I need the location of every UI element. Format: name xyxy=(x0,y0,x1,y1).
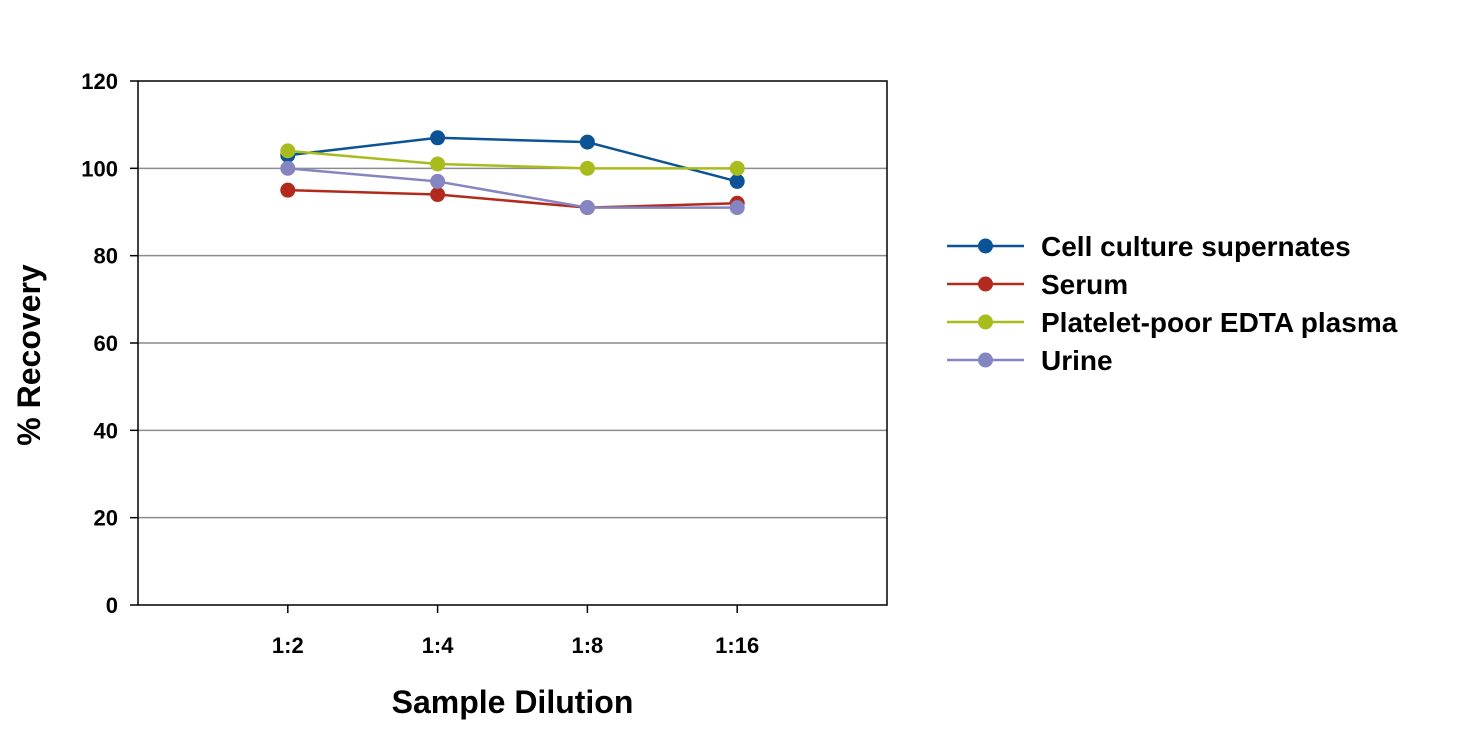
data-point xyxy=(280,143,296,159)
series-line xyxy=(287,136,738,183)
legend-label: Platelet-poor EDTA plasma xyxy=(1041,307,1398,338)
y-tick-label: 100 xyxy=(81,156,118,181)
x-tick-labels: 1:2 1:4 1:8 1:16 xyxy=(272,633,759,658)
legend-label: Urine xyxy=(1041,345,1113,376)
series-serum xyxy=(280,182,745,216)
x-tick-label: 1:2 xyxy=(272,633,304,658)
legend-marker xyxy=(978,352,993,368)
data-point xyxy=(729,160,745,176)
data-point xyxy=(729,173,745,189)
x-axis-title: Sample Dilution xyxy=(392,684,634,720)
data-point xyxy=(729,200,745,216)
legend-marker xyxy=(978,238,993,254)
series-platelet-poor-edta-plasma xyxy=(280,143,745,176)
data-point xyxy=(430,173,446,189)
y-tick-label: 20 xyxy=(94,506,118,531)
legend-marker xyxy=(978,314,993,330)
series-layer xyxy=(280,130,745,216)
data-point xyxy=(579,160,595,176)
legend-item: Cell culture supernates xyxy=(947,231,1351,262)
legend: Cell culture supernates Serum Platelet-poo… xyxy=(947,231,1398,376)
y-tick-label: 60 xyxy=(94,331,118,356)
legend-item: Urine xyxy=(947,345,1113,376)
legend-marker xyxy=(978,276,993,292)
data-point xyxy=(430,156,446,172)
legend-label: Serum xyxy=(1041,269,1128,300)
axis-ticks xyxy=(130,80,738,613)
data-point xyxy=(430,187,446,203)
series-line xyxy=(287,188,738,209)
y-tick-label: 80 xyxy=(94,244,118,269)
series-cell-culture-supernates xyxy=(280,130,745,189)
legend-item: Platelet-poor EDTA plasma xyxy=(947,307,1398,338)
data-point xyxy=(280,160,296,176)
series-urine xyxy=(280,160,745,216)
x-tick-label: 1:8 xyxy=(572,633,604,658)
data-point xyxy=(579,134,595,150)
y-tick-label: 0 xyxy=(106,593,118,618)
gridlines xyxy=(138,167,887,519)
y-tick-label: 120 xyxy=(81,69,118,94)
data-point xyxy=(579,200,595,216)
y-tick-label: 40 xyxy=(94,418,118,443)
legend-item: Serum xyxy=(947,269,1128,300)
x-tick-label: 1:4 xyxy=(422,633,455,658)
data-point xyxy=(280,182,296,198)
y-tick-labels: 0 20 40 60 80 100 120 xyxy=(81,69,118,618)
legend-label: Cell culture supernates xyxy=(1041,231,1351,262)
series-line xyxy=(287,167,738,209)
y-axis-title: % Recovery xyxy=(11,264,47,446)
x-tick-label: 1:16 xyxy=(715,633,759,658)
series-line xyxy=(287,149,738,170)
data-point xyxy=(430,130,446,146)
